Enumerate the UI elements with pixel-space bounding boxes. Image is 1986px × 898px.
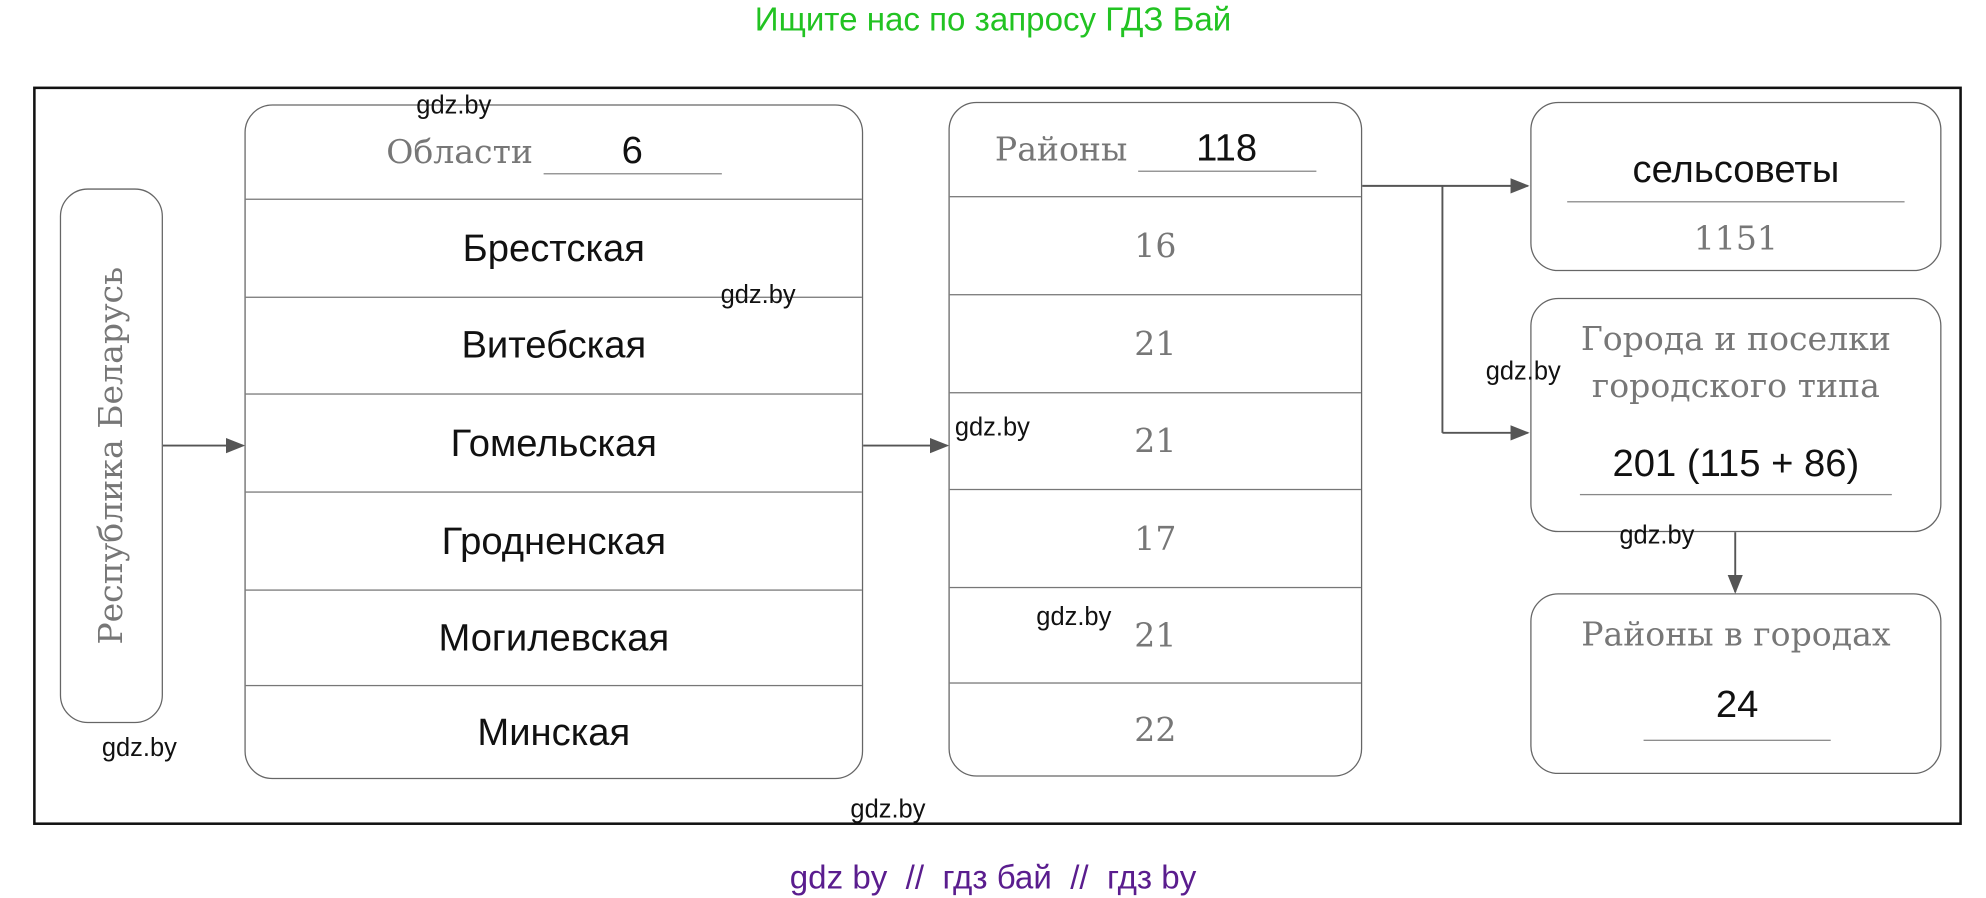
root-box: Республика Беларусь <box>59 188 163 724</box>
regions-label: Области <box>386 133 533 172</box>
district-row: 22 <box>949 682 1361 776</box>
watermark: gdz.by <box>720 281 796 310</box>
region-row: Гродненская <box>245 491 862 590</box>
regions-box: Области 6 Брестская Витебская Гомельская… <box>244 104 864 780</box>
watermark: gdz.by <box>1485 357 1561 386</box>
selsovety-divider <box>1567 201 1905 203</box>
watermark: gdz.by <box>850 795 926 824</box>
region-row: Могилевская <box>245 589 862 686</box>
cities-value: 201 (115 + 86) <box>1579 443 1892 496</box>
regions-header: Области 6 <box>246 106 862 199</box>
city-districts-box: Районы в городах 24 <box>1530 593 1942 775</box>
selsovety-value: 1151 <box>1693 220 1778 259</box>
region-row: Брестская <box>245 198 862 298</box>
regions-count: 6 <box>543 130 722 175</box>
watermark: gdz.by <box>1036 603 1112 632</box>
district-row: 17 <box>949 488 1361 588</box>
cities-label-line2: городского типа <box>1591 367 1880 407</box>
districts-box: Районы 118 16 21 21 17 21 22 <box>948 101 1363 777</box>
region-row: Минская <box>245 684 862 779</box>
district-row: 21 <box>949 586 1361 684</box>
watermark: gdz.by <box>101 734 177 763</box>
page-title: Ищите нас по запросу ГДЗ Бай <box>754 0 1232 39</box>
districts-count: 118 <box>1137 127 1316 172</box>
watermark: gdz.by <box>416 91 492 120</box>
city-districts-value: 24 <box>1643 684 1831 741</box>
cities-label-line1: Города и поселки <box>1580 320 1891 360</box>
district-row: 16 <box>949 196 1361 295</box>
district-row: 21 <box>949 294 1361 393</box>
region-row: Гомельская <box>245 393 862 492</box>
selsovety-box: сельсоветы 1151 <box>1530 101 1942 272</box>
district-row: 21 <box>949 392 1361 490</box>
selsovety-label: сельсоветы <box>1632 148 1840 191</box>
cities-box: Города и поселки городского типа 201 (11… <box>1530 297 1942 533</box>
districts-header: Районы 118 <box>950 103 1361 196</box>
diagram-frame <box>33 86 1962 825</box>
watermark: gdz.by <box>954 413 1030 442</box>
region-row: Витебская <box>245 296 862 395</box>
districts-label: Районы <box>994 130 1128 169</box>
watermark: gdz.by <box>1619 521 1695 550</box>
city-districts-label: Районы в городах <box>1581 616 1891 655</box>
root-label: Республика Беларусь <box>92 266 131 645</box>
footer-text: gdz by // гдз бай // гдз by <box>789 858 1197 897</box>
